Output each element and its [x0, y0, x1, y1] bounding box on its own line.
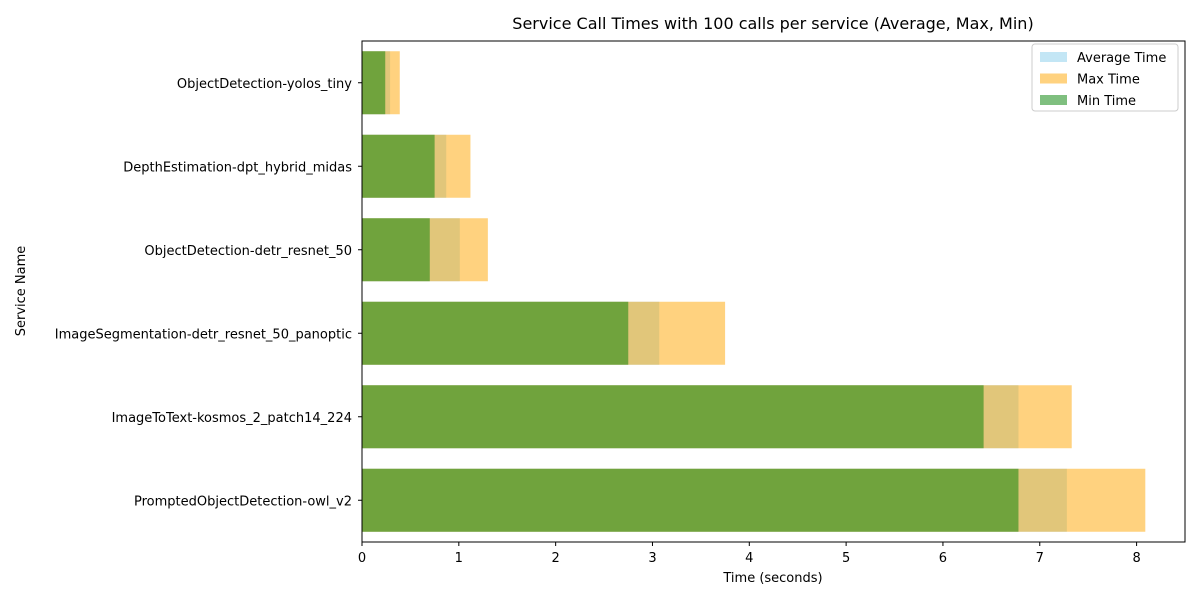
bar-min-time-4 — [362, 134, 435, 198]
x-tick-label: 2 — [552, 551, 560, 566]
plot-frame — [361, 40, 1186, 543]
x-tick-label: 6 — [939, 551, 947, 566]
y-axis-label: Service Name — [14, 246, 29, 337]
bar-min-time-3 — [362, 218, 430, 282]
bar-min-time-1 — [362, 385, 984, 449]
bar-min-time-2 — [362, 301, 629, 365]
legend-swatch-max-time — [1040, 73, 1067, 84]
x-tick-label: 4 — [745, 551, 753, 566]
y-tick-label: ObjectDetection-detr_resnet_50 — [144, 244, 352, 259]
legend-label: Max Time — [1077, 73, 1140, 88]
chart-title: Service Call Times with 100 calls per se… — [512, 14, 1033, 33]
x-tick-label: 7 — [1036, 551, 1044, 566]
y-tick-label: ImageSegmentation-detr_resnet_50_panopti… — [55, 327, 352, 342]
y-tick-label: ObjectDetection-yolos_tiny — [177, 77, 352, 92]
x-tick-label: 0 — [358, 551, 366, 566]
legend-box — [1031, 43, 1179, 112]
bars-group — [362, 51, 1146, 532]
y-tick-label: PromptedObjectDetection-owl_v2 — [134, 494, 352, 509]
bar-min-time-0 — [362, 468, 1019, 532]
legend-label: Average Time — [1077, 51, 1166, 66]
y-tick-label: ImageToText-kosmos_2_patch14_224 — [112, 411, 352, 426]
x-tick-label: 3 — [648, 551, 656, 566]
y-tick-label: DepthEstimation-dpt_hybrid_midas — [123, 160, 352, 175]
legend: Average Time Max Time Min Time — [1031, 43, 1179, 112]
legend-swatch-average-time — [1040, 52, 1067, 62]
x-tick-label: 8 — [1132, 551, 1140, 566]
x-tick-label: 1 — [455, 551, 463, 566]
x-tick-label: 5 — [842, 551, 850, 566]
legend-label: Min Time — [1077, 94, 1136, 109]
bar-min-time-5 — [362, 51, 386, 115]
y-axis: PromptedObjectDetection-owl_v2 ImageToTex… — [55, 77, 362, 509]
x-axis: 0 1 2 3 4 5 6 7 8 — [358, 542, 1141, 566]
x-axis-label: Time (seconds) — [722, 571, 822, 586]
legend-swatch-min-time — [1040, 95, 1067, 105]
